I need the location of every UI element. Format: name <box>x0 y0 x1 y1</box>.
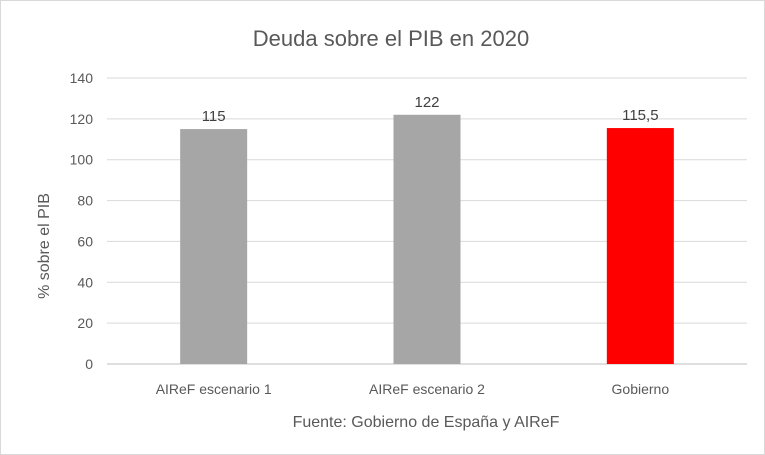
data-label: 115 <box>202 108 226 125</box>
x-axis-categories: AIReF escenario 1 AIReF escenario 2 Gobier… <box>156 381 670 397</box>
bars <box>180 114 674 365</box>
category-label: AIReF escenario 1 <box>156 381 272 397</box>
y-tick-label: 60 <box>77 233 93 249</box>
y-axis-ticks: 0 20 40 60 80 100 120 140 <box>70 70 94 372</box>
bar-1 <box>180 129 248 364</box>
y-axis-title: % sobre el PIB <box>36 193 53 299</box>
category-label: AIReF escenario 2 <box>369 381 485 397</box>
x-axis-title: Fuente: Gobierno de España y AIReF <box>293 414 560 431</box>
y-tick-label: 0 <box>85 356 93 372</box>
data-labels: 115 122 115,5 <box>202 94 659 125</box>
y-tick-label: 120 <box>70 111 94 127</box>
y-tick-label: 20 <box>77 315 93 331</box>
category-label: Gobierno <box>612 381 670 397</box>
data-label: 115,5 <box>622 107 658 124</box>
bar-3 <box>606 128 674 364</box>
bar-2 <box>393 114 461 365</box>
y-tick-label: 40 <box>77 274 93 290</box>
y-tick-label: 100 <box>70 152 94 168</box>
data-label: 122 <box>414 94 439 111</box>
y-tick-label: 140 <box>70 70 94 86</box>
chart-title: Deuda sobre el PIB en 2020 <box>253 26 529 51</box>
y-tick-label: 80 <box>77 193 93 209</box>
